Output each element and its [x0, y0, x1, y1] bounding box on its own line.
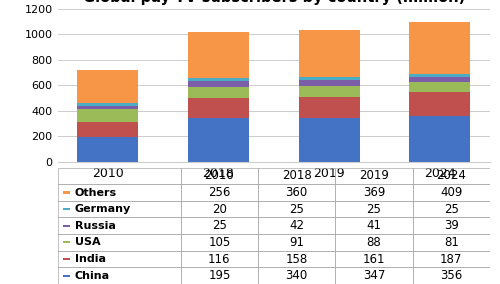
Text: 158: 158 [286, 252, 308, 266]
Text: USA: USA [75, 237, 100, 247]
Bar [410, 77, 470, 82]
Bar [188, 98, 249, 118]
Bar [77, 109, 138, 122]
Bar [188, 81, 249, 87]
Bar [77, 70, 138, 103]
Text: 2010: 2010 [204, 169, 234, 182]
Text: China: China [75, 271, 110, 281]
Text: 88: 88 [366, 236, 382, 249]
Text: 41: 41 [366, 219, 382, 232]
Bar [77, 137, 138, 162]
Text: 25: 25 [444, 203, 459, 216]
Bar [62, 241, 70, 243]
Bar [410, 82, 470, 93]
Bar [410, 74, 470, 77]
Bar [410, 116, 470, 162]
Bar [410, 93, 470, 116]
Title: Global pay TV subscribers by country (million): Global pay TV subscribers by country (mi… [82, 0, 465, 5]
Text: 369: 369 [363, 186, 385, 199]
Text: Others: Others [75, 187, 117, 197]
Text: 25: 25 [212, 219, 227, 232]
Text: 195: 195 [208, 269, 231, 282]
Bar [62, 275, 70, 277]
Bar [298, 97, 360, 118]
Text: 20: 20 [212, 203, 227, 216]
Bar [62, 258, 70, 260]
Bar [77, 106, 138, 109]
Text: 91: 91 [289, 236, 304, 249]
Text: 25: 25 [290, 203, 304, 216]
Text: 360: 360 [286, 186, 308, 199]
Text: 187: 187 [440, 252, 462, 266]
Bar [188, 32, 249, 78]
Bar [188, 87, 249, 98]
Bar [298, 77, 360, 80]
Bar [62, 225, 70, 227]
Text: 116: 116 [208, 252, 231, 266]
Text: 340: 340 [286, 269, 308, 282]
Text: 105: 105 [208, 236, 231, 249]
Text: India: India [75, 254, 106, 264]
Bar [298, 86, 360, 97]
Text: 25: 25 [366, 203, 382, 216]
Text: 2018: 2018 [282, 169, 312, 182]
Text: 39: 39 [444, 219, 459, 232]
Bar [77, 122, 138, 137]
Text: 356: 356 [440, 269, 462, 282]
Bar [188, 78, 249, 81]
Text: Germany: Germany [75, 204, 131, 214]
Bar [77, 103, 138, 106]
Bar [62, 191, 70, 194]
Bar [298, 30, 360, 77]
Bar [410, 22, 470, 74]
Bar [62, 208, 70, 210]
Text: Russia: Russia [75, 221, 116, 231]
Text: 2024: 2024 [436, 169, 466, 182]
Text: 347: 347 [363, 269, 385, 282]
Bar [298, 80, 360, 86]
Text: 42: 42 [289, 219, 304, 232]
Text: 409: 409 [440, 186, 462, 199]
Text: 2019: 2019 [359, 169, 389, 182]
Text: 161: 161 [363, 252, 386, 266]
Bar [188, 118, 249, 162]
Text: 256: 256 [208, 186, 231, 199]
Bar [298, 118, 360, 162]
Text: 81: 81 [444, 236, 459, 249]
